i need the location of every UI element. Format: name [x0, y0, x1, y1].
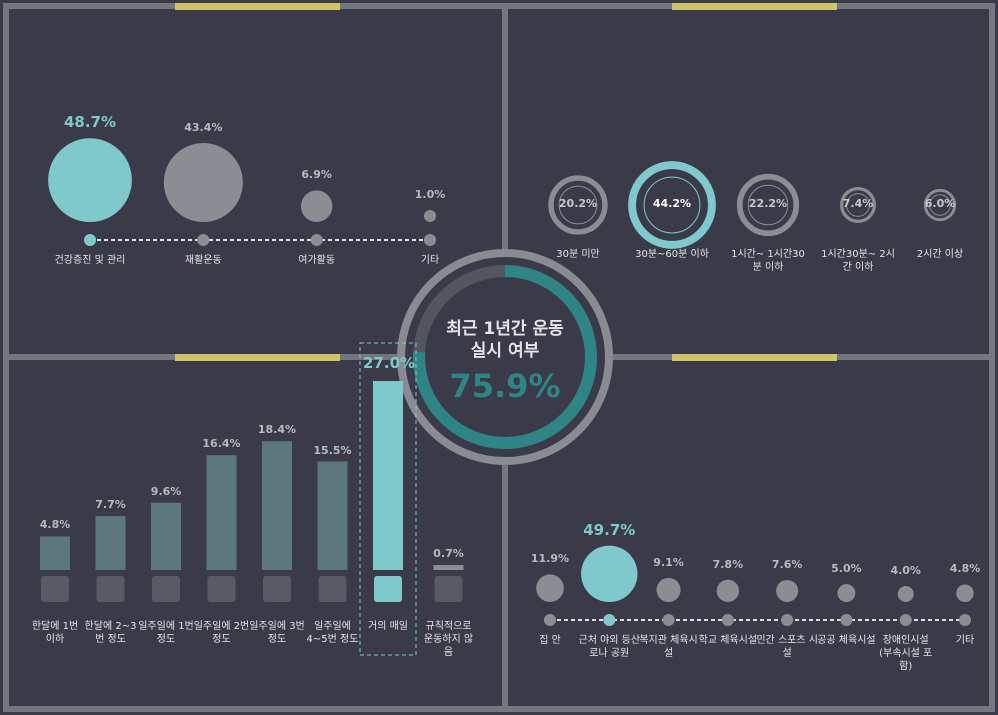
value-label: 48.7% [60, 116, 120, 129]
dot [959, 614, 971, 626]
category-label: 학교 체육시설 [697, 634, 759, 647]
value-label: 9.1% [639, 556, 699, 569]
bar [434, 565, 464, 570]
value-label: 44.2% [647, 197, 697, 210]
category-label: 공공 체육시설 [815, 634, 877, 647]
icon [956, 584, 974, 602]
value-label: 9.6% [141, 485, 191, 498]
value-label: 1.0% [400, 188, 460, 201]
category-label: 한달에 2~3번 정도 [83, 620, 139, 646]
bar [96, 516, 126, 570]
bar [318, 462, 348, 571]
dot [781, 614, 793, 626]
dot [603, 614, 615, 626]
category-label: 민간 스포츠 시설 [756, 634, 818, 660]
icon [717, 580, 739, 602]
category-label: 건강증진 및 관리 [50, 254, 130, 267]
dot [311, 234, 323, 246]
value-label: 0.7% [424, 547, 474, 560]
category-label: 30분~60분 이하 [632, 248, 712, 261]
value-label: 6.9% [287, 168, 347, 181]
value-label: 4.0% [876, 564, 936, 577]
bar [373, 381, 403, 570]
calendar-icon [97, 576, 125, 602]
category-label: 한달에 1번 이하 [27, 620, 83, 646]
value-label: 7.4% [833, 197, 883, 210]
icon [424, 210, 436, 222]
category-label: 거의 매일 [360, 620, 416, 633]
icon [898, 586, 914, 602]
category-label: 30분 미만 [538, 248, 618, 261]
value-label: 15.5% [308, 444, 358, 457]
category-label: 규칙적으로 운동하지 않음 [421, 620, 477, 659]
icon [581, 546, 637, 602]
value-label: 4.8% [30, 518, 80, 531]
value-label: 43.4% [173, 121, 233, 134]
category-label: 집 안 [519, 634, 581, 647]
category-label: 일주일에 1번 정도 [138, 620, 194, 646]
dot [544, 614, 556, 626]
calendar-icon [152, 576, 180, 602]
value-label: 7.6% [757, 558, 817, 571]
bar [40, 536, 70, 570]
calendar-icon [41, 576, 69, 602]
value-label: 27.0% [363, 357, 413, 370]
calendar-icon [435, 576, 463, 602]
icon [48, 138, 132, 222]
dot [663, 614, 675, 626]
category-label: 기타 [390, 254, 470, 267]
value-label: 7.8% [698, 558, 758, 571]
category-label: 장애인시설 (부속시설 포함) [875, 634, 937, 673]
dot [900, 614, 912, 626]
bar [262, 441, 292, 570]
value-label: 22.2% [743, 197, 793, 210]
category-label: 1시간~ 1시간30분 이하 [728, 248, 808, 274]
icon [837, 584, 855, 602]
category-label: 근처 야외 등산로나 공원 [578, 634, 640, 660]
value-label: 6.0% [915, 197, 965, 210]
category-label: 여가활동 [277, 254, 357, 267]
dot [84, 234, 96, 246]
dot [722, 614, 734, 626]
icon [164, 143, 243, 222]
category-label: 재활운동 [163, 254, 243, 267]
value-label: 18.4% [252, 423, 302, 436]
value-label: 4.8% [935, 562, 995, 575]
category-label: 일주일에 4~5번 정도 [305, 620, 361, 646]
value-label: 7.7% [86, 498, 136, 511]
value-label: 11.9% [520, 552, 580, 565]
donut-value: 75.9% [435, 368, 575, 404]
dot [840, 614, 852, 626]
infographic: 48.7% 건강증진 및 관리 43.4% 재활운동 6.9% 여가활동 1.0% 기타 20.… [0, 0, 998, 715]
value-label: 49.7% [579, 524, 639, 537]
value-label: 5.0% [816, 562, 876, 575]
calendar-icon [319, 576, 347, 602]
category-label: 복지관 체육시설 [638, 634, 700, 660]
donut-title: 최근 1년간 운동 실시 여부 [445, 318, 565, 362]
calendar-icon [208, 576, 236, 602]
dot [424, 234, 436, 246]
icon [536, 574, 564, 602]
calendar-icon [263, 576, 291, 602]
category-label: 일주일에 2번 정도 [194, 620, 250, 646]
icon [657, 578, 681, 602]
calendar-icon [374, 576, 402, 602]
category-label: 일주일에 3번 정도 [249, 620, 305, 646]
value-label: 16.4% [197, 437, 247, 450]
value-label: 20.2% [553, 197, 603, 210]
category-label: 2시간 이상 [900, 248, 980, 261]
icon [776, 580, 798, 602]
dot [197, 234, 209, 246]
bar [207, 455, 237, 570]
bar [151, 503, 181, 570]
category-label: 1시간30분~ 2시간 이하 [818, 248, 898, 274]
category-label: 기타 [934, 634, 996, 647]
icon [301, 190, 333, 222]
